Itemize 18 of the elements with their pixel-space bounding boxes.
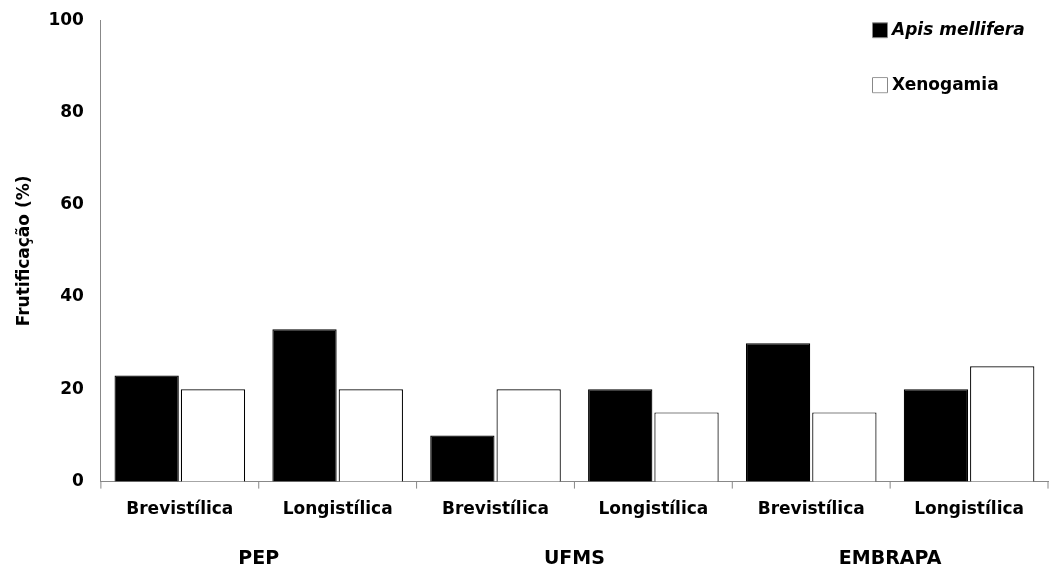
x-tick-label: Longistílica xyxy=(598,498,709,519)
x-tick-label: Longistílica xyxy=(914,498,1025,519)
x-tick-label: Longistílica xyxy=(282,498,393,519)
x-tick-label: Brevistílica xyxy=(441,498,550,519)
x-tick-label: Brevistílica xyxy=(757,498,865,519)
y-tick-label: 100 xyxy=(48,8,85,29)
y-tick-label: 20 xyxy=(60,377,85,398)
y-axis-title: Frutificação (%) xyxy=(12,175,33,327)
x-tick-label: Brevistílica xyxy=(126,498,234,519)
y-tick-label: 0 xyxy=(72,470,85,491)
text: EMBRAPA xyxy=(838,546,942,569)
text: PEP xyxy=(238,546,280,569)
legend-label: Apis mellifera xyxy=(890,18,1025,39)
y-tick-label: 40 xyxy=(60,285,85,306)
y-tick-label: 60 xyxy=(60,193,85,214)
legend-label: Xenogamia xyxy=(892,73,999,94)
text: UFMS xyxy=(543,546,605,569)
y-tick-label: 80 xyxy=(60,100,85,121)
